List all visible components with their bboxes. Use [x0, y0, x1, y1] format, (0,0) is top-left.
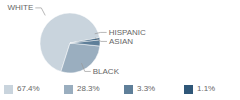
svg-text:WHITE: WHITE [8, 3, 33, 12]
svg-text:HISPANIC: HISPANIC [109, 28, 146, 37]
html-text:67.4%: 67.4% [17, 84, 40, 93]
html-text:3.3%: 3.3% [137, 84, 156, 93]
svg-text:ASIAN: ASIAN [109, 37, 133, 46]
html-text:1.1%: 1.1% [197, 84, 216, 93]
svg-text:BLACK: BLACK [93, 67, 120, 76]
html-text:28.3%: 28.3% [77, 84, 100, 93]
